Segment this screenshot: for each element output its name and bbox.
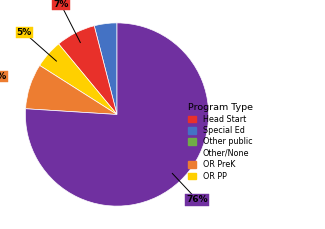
- Text: 5%: 5%: [17, 28, 32, 37]
- Legend: Head Start, Special Ed, Other public, Other/None, OR PreK, OR PP: Head Start, Special Ed, Other public, Ot…: [185, 101, 255, 183]
- Text: 76%: 76%: [187, 196, 208, 204]
- Wedge shape: [26, 65, 117, 114]
- Wedge shape: [58, 26, 117, 114]
- Text: 8%: 8%: [0, 72, 7, 81]
- Wedge shape: [40, 44, 117, 114]
- Text: 7%: 7%: [53, 0, 69, 9]
- Wedge shape: [25, 23, 209, 206]
- Wedge shape: [94, 23, 117, 115]
